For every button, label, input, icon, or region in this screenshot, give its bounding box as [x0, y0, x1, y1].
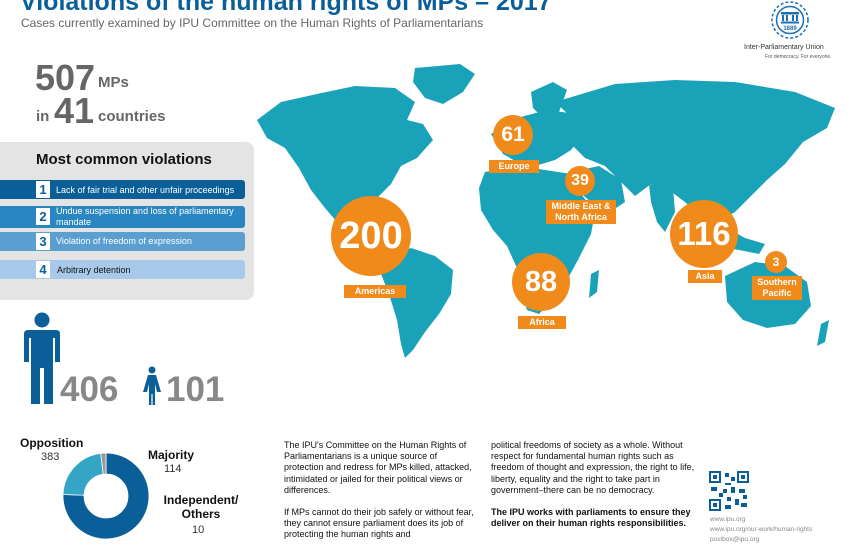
- text-col2-paragraph-1: political freedoms of society as a whole…: [491, 440, 695, 495]
- bubble-africa: 88: [512, 253, 570, 311]
- party-donut-chart: [62, 452, 150, 540]
- violation-text-3: Violation of freedom of expression: [56, 236, 192, 246]
- legend-opposition-value: 383: [41, 451, 60, 463]
- violation-rank-4: 4: [36, 261, 50, 278]
- bubble-europe: 61: [493, 115, 533, 155]
- legend-majority-name: Majority: [148, 448, 195, 462]
- label-europe: Europe: [489, 160, 539, 173]
- violation-text-1: Lack of fair trial and other unfair proc…: [56, 185, 235, 195]
- north-america-shape: [257, 86, 433, 230]
- world-map: [257, 64, 835, 358]
- label-southern-pacific: Southern Pacific: [752, 276, 802, 300]
- mps-label: MPs: [98, 74, 129, 91]
- text-column-2: political freedoms of society as a whole…: [491, 440, 701, 540]
- violation-rank-2: 2: [36, 208, 50, 225]
- violation-bar-3: [0, 232, 245, 251]
- page-subtitle: Cases currently examined by IPU Committe…: [21, 16, 484, 30]
- violation-text-2: Undue suspension and loss of parliamenta…: [56, 206, 234, 227]
- violation-bar-2: [0, 206, 245, 228]
- legend-independent-value: 10: [192, 524, 205, 536]
- countries-label: countries: [98, 108, 166, 125]
- scandinavia-shape: [531, 82, 567, 118]
- ipu-logo: 1889: [771, 1, 809, 39]
- donut-slice-independent-others: [100, 452, 107, 475]
- violation-rank-1: 1: [36, 181, 50, 198]
- legend-opposition-name: Opposition: [20, 436, 84, 450]
- violations-title: Most common violations: [36, 151, 212, 168]
- text-col1-paragraph-2: If MPs cannot do their job safely or wit…: [284, 507, 474, 540]
- violation-bar-1: [0, 180, 245, 199]
- text-col1-paragraph-1: The IPU's Committee on the Human Rights …: [284, 440, 472, 495]
- donut-slice-opposition: [62, 452, 150, 540]
- logo-name: Inter-Parliamentary Union: [744, 44, 824, 51]
- japan-shape: [775, 140, 787, 168]
- india-shape: [649, 184, 675, 232]
- in-label: in: [36, 108, 50, 125]
- new-zealand-shape: [817, 320, 829, 346]
- mps-count: 507: [35, 57, 96, 98]
- ipu-emblem-icon: [771, 1, 809, 39]
- violation-text-4: Arbitrary detention: [57, 265, 131, 275]
- link-ipu[interactable]: www.ipu.org: [710, 516, 746, 523]
- bubble-middle-east: 39: [565, 166, 595, 196]
- label-asia: Asia: [688, 270, 722, 283]
- women-count: 101: [166, 370, 225, 409]
- countries-count: 41: [54, 90, 95, 131]
- links-block: www.ipu.org www.ipu.org/our-work/human-r…: [710, 515, 812, 545]
- men-count: 406: [60, 370, 119, 409]
- qr-code-icon[interactable]: [709, 471, 749, 511]
- asia-shape: [555, 80, 835, 222]
- violation-bar-4: [0, 260, 245, 279]
- label-africa: Africa: [518, 316, 566, 329]
- link-email[interactable]: postbox@ipu.org: [710, 536, 760, 543]
- text-col2-paragraph-2: The IPU works with parliaments to ensure…: [491, 507, 691, 529]
- greenland-shape: [413, 64, 475, 104]
- legend-majority-value: 114: [164, 463, 182, 475]
- bubble-americas: 200: [331, 196, 411, 276]
- woman-icon: [143, 366, 161, 405]
- label-middle-east: Middle East & North Africa: [546, 200, 616, 224]
- label-americas: Americas: [344, 285, 406, 298]
- madagascar-shape: [589, 270, 599, 298]
- violation-rank-3: 3: [36, 233, 50, 250]
- link-human-rights[interactable]: www.ipu.org/our-work/human-rights: [710, 526, 813, 533]
- legend-independent-name: Independent/ Others: [163, 493, 239, 521]
- logo-year: 1889: [783, 26, 797, 32]
- bubble-asia: 116: [670, 200, 738, 268]
- bubble-southern-pacific: 3: [765, 251, 787, 273]
- text-column-1: The IPU's Committee on the Human Rights …: [284, 440, 479, 550]
- south-america-shape: [381, 248, 453, 358]
- page-title: Violations of the human rights of MPs – …: [20, 0, 552, 16]
- man-icon: [24, 312, 60, 404]
- logo-tagline: For democracy. For everyone.: [765, 54, 832, 60]
- donut-slice-majority: [62, 452, 104, 496]
